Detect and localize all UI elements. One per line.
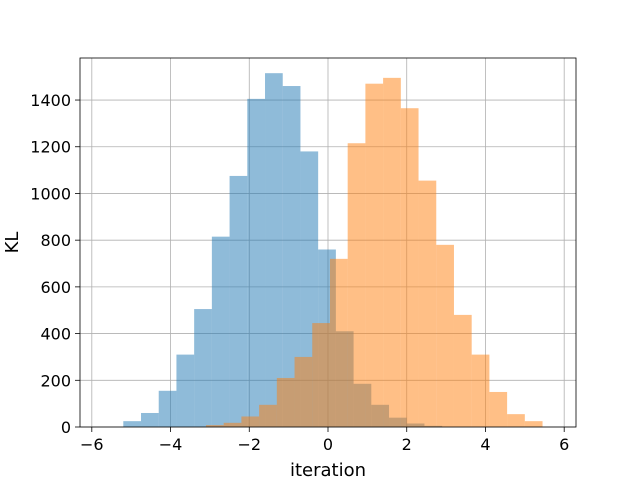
histogram-bar-series-2 xyxy=(436,244,454,427)
y-tick-label: 600 xyxy=(40,278,71,297)
x-axis-label: iteration xyxy=(290,460,366,480)
histogram-bar-series-2 xyxy=(471,354,490,427)
histogram-bar-series-2 xyxy=(347,143,366,428)
histogram-bar-series-2 xyxy=(276,377,295,427)
tick-labels: −6 −4 −2 0 2 4 6 0 200 400 600 800 1000 1200 1400 xyxy=(30,91,569,454)
x-tick-label: 2 xyxy=(402,435,412,454)
histogram-bar-series-1 xyxy=(176,354,195,427)
histogram-bar-series-1 xyxy=(229,175,248,427)
histogram-bar-series-2 xyxy=(205,425,224,427)
y-tick-label: 400 xyxy=(40,325,71,344)
histogram-bar-series-1 xyxy=(211,236,230,427)
histogram-bar-series-2 xyxy=(365,83,384,427)
y-tick-label: 1400 xyxy=(30,91,71,110)
histogram-bar-series-2 xyxy=(294,356,313,427)
histogram-bar-series-2 xyxy=(329,258,348,427)
x-tick-label: 4 xyxy=(480,435,490,454)
histogram-bar-series-1 xyxy=(158,390,177,427)
x-tick-label: −4 xyxy=(159,435,183,454)
histogram-bar-series-2 xyxy=(418,180,437,427)
histogram-bar-series-2 xyxy=(383,77,401,428)
y-tick-label: 1200 xyxy=(30,138,71,157)
histogram-bar-series-1 xyxy=(265,73,283,427)
x-tick-label: 0 xyxy=(323,435,333,454)
x-tick-label: −6 xyxy=(80,435,104,454)
histogram-bar-series-2 xyxy=(507,414,525,427)
histogram-bar-series-1 xyxy=(194,309,212,427)
y-tick-label: 1000 xyxy=(30,184,71,203)
x-tick-label: −2 xyxy=(237,435,261,454)
y-tick-label: 200 xyxy=(40,371,71,390)
histogram-bar-series-2 xyxy=(400,108,419,427)
histogram-bar-series-2 xyxy=(489,391,508,427)
histogram-bar-series-2 xyxy=(259,404,277,427)
histogram-bar-series-2 xyxy=(453,314,472,427)
histogram-bar-series-2 xyxy=(524,421,543,427)
histogram-bar-series-1 xyxy=(282,86,301,427)
y-axis-label: KL xyxy=(2,232,23,254)
histogram-bar-series-1 xyxy=(123,421,142,427)
histogram-bar-series-2 xyxy=(241,416,260,427)
y-tick-label: 0 xyxy=(61,418,71,437)
x-tick-label: 6 xyxy=(559,435,569,454)
histogram-bars xyxy=(123,73,543,428)
y-tick-label: 800 xyxy=(40,231,71,250)
histogram-bar-series-1 xyxy=(247,98,266,428)
histogram-bar-series-2 xyxy=(312,323,330,427)
histogram-bar-series-1 xyxy=(141,412,159,427)
histogram-bar-series-2 xyxy=(223,422,242,427)
